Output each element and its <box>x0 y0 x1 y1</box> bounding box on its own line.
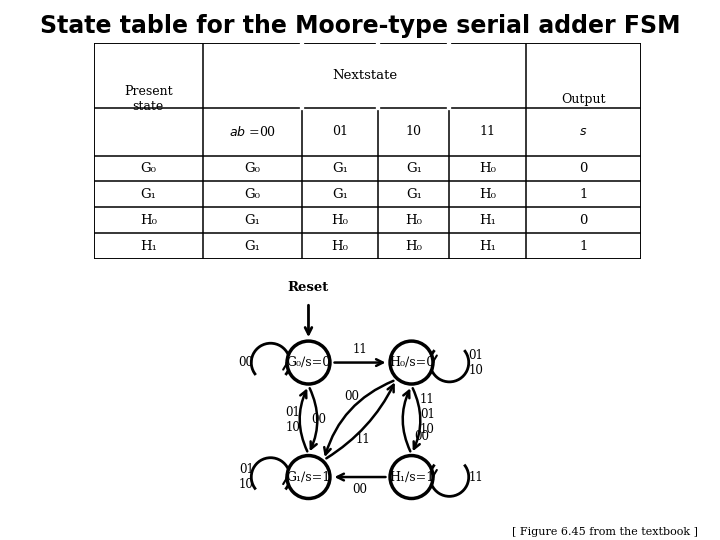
Text: G₁: G₁ <box>140 188 156 201</box>
Text: 01
10: 01 10 <box>469 348 483 376</box>
Text: H₁: H₁ <box>479 240 496 253</box>
Text: H₀: H₀ <box>405 214 422 227</box>
Text: G₀: G₀ <box>244 162 261 175</box>
Text: Present
state: Present state <box>124 85 173 113</box>
FancyBboxPatch shape <box>94 43 641 259</box>
Text: $ab$ =00: $ab$ =00 <box>229 125 276 139</box>
Text: G₁: G₁ <box>244 240 260 253</box>
Circle shape <box>287 341 330 384</box>
Text: Output: Output <box>561 93 606 106</box>
Text: H₀: H₀ <box>331 240 348 253</box>
Text: H₀: H₀ <box>479 162 496 175</box>
Circle shape <box>390 341 433 384</box>
Text: 01
10: 01 10 <box>285 406 300 434</box>
Text: 11: 11 <box>353 343 367 356</box>
Text: G₁: G₁ <box>406 162 422 175</box>
Text: 00: 00 <box>344 390 359 403</box>
Text: H₁: H₁ <box>140 240 157 253</box>
Text: 00: 00 <box>353 483 367 496</box>
Text: H₀: H₀ <box>331 214 348 227</box>
Text: G₀∕s=0: G₀∕s=0 <box>287 356 330 369</box>
Text: Nextstate: Nextstate <box>332 69 397 82</box>
Text: G₁: G₁ <box>244 214 260 227</box>
Text: 00: 00 <box>239 356 253 369</box>
Text: 01
10: 01 10 <box>239 463 253 491</box>
Text: 00: 00 <box>414 430 429 443</box>
Text: 00: 00 <box>311 413 326 426</box>
Text: 11: 11 <box>480 125 495 138</box>
Text: G₁: G₁ <box>332 188 348 201</box>
Text: G₁: G₁ <box>406 188 422 201</box>
Text: 11
01
10: 11 01 10 <box>420 393 435 436</box>
Text: 11: 11 <box>469 470 483 483</box>
Circle shape <box>287 456 330 498</box>
Text: 11: 11 <box>356 433 370 447</box>
Text: H₀: H₀ <box>405 240 422 253</box>
Text: State table for the Moore-type serial adder FSM: State table for the Moore-type serial ad… <box>40 14 680 37</box>
Text: [ Figure 6.45 from the textbook ]: [ Figure 6.45 from the textbook ] <box>513 527 698 537</box>
Text: H₁∕s=1: H₁∕s=1 <box>389 470 434 483</box>
Text: G₁: G₁ <box>332 162 348 175</box>
Text: 1: 1 <box>579 188 588 201</box>
Text: H₀: H₀ <box>140 214 157 227</box>
Text: 10: 10 <box>405 125 422 138</box>
Text: H₀: H₀ <box>479 188 496 201</box>
Circle shape <box>390 456 433 498</box>
Text: H₁: H₁ <box>479 214 496 227</box>
Text: 1: 1 <box>579 240 588 253</box>
Text: G₀: G₀ <box>244 188 261 201</box>
Text: 0: 0 <box>579 162 588 175</box>
Text: H₀∕s=0: H₀∕s=0 <box>389 356 434 369</box>
Text: G₁∕s=1: G₁∕s=1 <box>287 470 330 483</box>
Text: G₀: G₀ <box>140 162 156 175</box>
Text: $s$: $s$ <box>579 125 588 138</box>
Text: Reset: Reset <box>288 281 329 294</box>
Text: 0: 0 <box>579 214 588 227</box>
Text: 01: 01 <box>332 125 348 138</box>
